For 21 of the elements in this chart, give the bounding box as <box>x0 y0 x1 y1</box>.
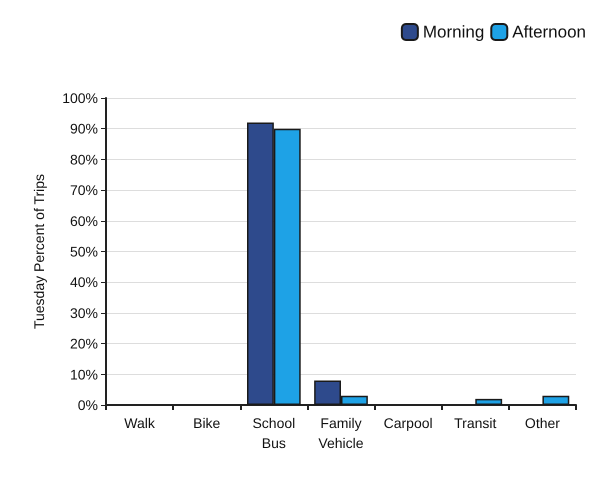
y-tick-label: 90% <box>70 120 98 137</box>
y-tick-label: 60% <box>70 212 98 229</box>
legend-label: Morning <box>422 22 484 42</box>
x-tick-label: Other <box>524 415 560 431</box>
y-tick-label: 50% <box>70 244 98 260</box>
y-tick-label: 20% <box>70 336 98 352</box>
x-tick-label: Transit <box>454 415 497 431</box>
y-axis-title: Tuesday Percent of Trips <box>31 174 47 330</box>
x-tick-label: Family Vehicle <box>318 415 364 451</box>
y-tick-label: 80% <box>70 151 98 168</box>
y-tick-label: 10% <box>70 366 98 382</box>
x-tick-label: Carpool <box>384 415 433 431</box>
x-tick-label: School Bus <box>252 415 296 451</box>
legend-label: Afternoon <box>512 22 586 42</box>
y-tick-label: 70% <box>70 182 98 198</box>
y-tick-label: 0% <box>78 397 98 413</box>
x-tick-label: Walk <box>124 415 156 431</box>
x-tick-label: Bike <box>193 415 221 431</box>
y-tick-label: 30% <box>70 304 98 321</box>
y-tick-label: 100% <box>62 90 98 106</box>
y-tick-label: 40% <box>70 274 98 290</box>
